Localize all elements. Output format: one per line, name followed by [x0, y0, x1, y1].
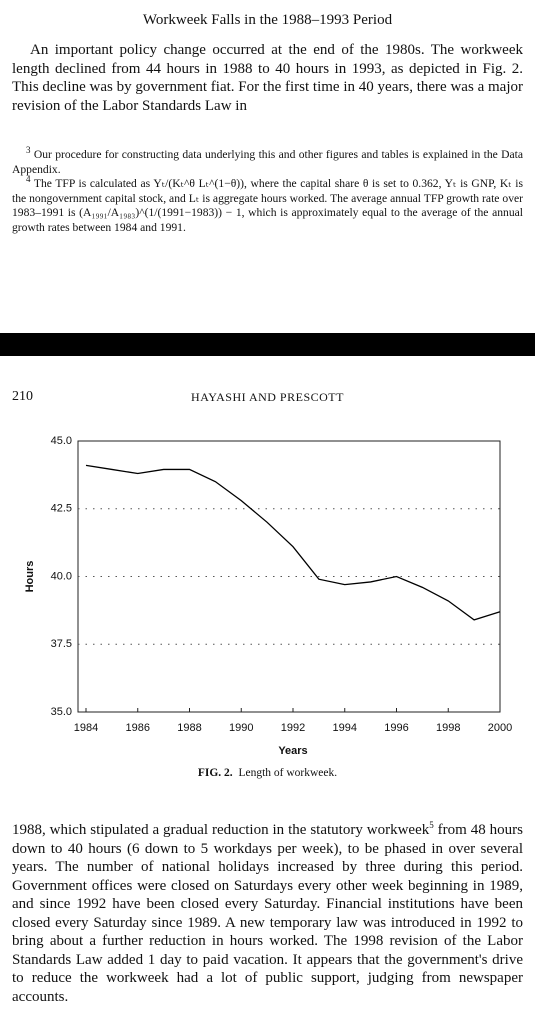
text: from 48 hours down to 40 hours (6 down t…: [12, 822, 523, 1005]
x-tick-label: 1996: [384, 722, 408, 734]
caption-text: Length of workweek.: [238, 767, 338, 779]
y-tick-label: 37.5: [51, 638, 72, 650]
y-tick-label: 35.0: [51, 706, 72, 718]
page-number: 210: [12, 389, 33, 404]
footnotes: 3 Our procedure for constructing data un…: [12, 145, 524, 236]
footnote-marker: 5: [429, 820, 434, 830]
x-tick-label: 1998: [436, 722, 460, 734]
y-tick-label: 40.0: [51, 570, 72, 582]
footnote-marker: 3: [26, 145, 31, 156]
running-head: HAYASHI AND PRESCOTT: [191, 390, 344, 404]
footnote: 3 Our procedure for constructing data un…: [12, 145, 524, 177]
page-break: [0, 333, 535, 356]
x-tick-label: 2000: [488, 722, 512, 734]
x-tick-label: 1988: [177, 722, 201, 734]
paragraph: 1988, which stipulated a gradual reducti…: [12, 821, 523, 1006]
figure-caption: FIG. 2. Length of workweek.: [0, 767, 535, 779]
y-tick-label: 42.5: [51, 503, 72, 515]
footnote: 4 The TFP is calculated as Yₜ/(Kₜ^θ Lₜ^(…: [12, 174, 523, 235]
paragraph: An important policy change occurred at t…: [12, 42, 523, 114]
caption-label: FIG. 2.: [197, 767, 233, 779]
x-axis-label: Years: [278, 745, 307, 757]
x-tick-label: 1990: [229, 722, 253, 734]
footnote-marker: 4: [26, 174, 31, 185]
x-tick-label: 1992: [281, 722, 305, 734]
y-axis-label: Hours: [24, 561, 36, 593]
footnote-text: Our procedure for constructing data unde…: [12, 148, 524, 176]
x-tick-label: 1984: [74, 722, 98, 734]
section-heading: Workweek Falls in the 1988–1993 Period: [142, 12, 393, 28]
x-tick-label: 1994: [333, 722, 357, 734]
footnote-text: The TFP is calculated as Yₜ/(Kₜ^θ Lₜ^(1−…: [12, 177, 523, 234]
data-line: [85, 464, 501, 621]
y-tick-label: 45.0: [51, 435, 72, 447]
text: 1988, which stipulated a gradual reducti…: [12, 822, 430, 838]
x-tick-label: 1986: [126, 722, 150, 734]
